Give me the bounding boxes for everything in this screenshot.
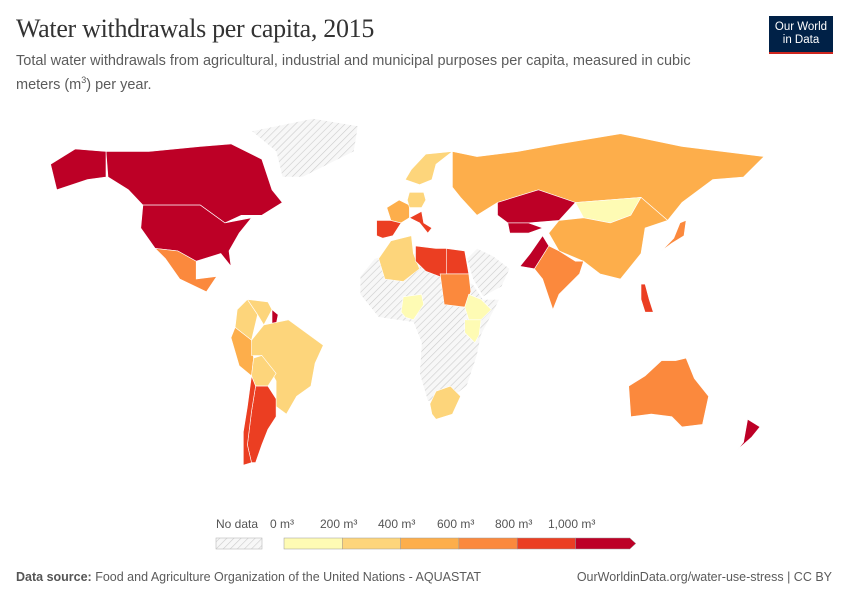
country-scandinavia[interactable]: [404, 151, 454, 186]
subtitle-text-end: ) per year.: [86, 76, 152, 93]
country-philippines[interactable]: [640, 283, 654, 313]
subtitle: Total water withdrawals from agricultura…: [16, 52, 726, 95]
country-uzbekistan[interactable]: [507, 222, 544, 234]
country-mexico[interactable]: [154, 248, 218, 293]
source-text: Food and Agriculture Organization of the…: [95, 570, 482, 584]
legend-bin[interactable]: [575, 537, 637, 550]
legend-tick: 600 m³: [437, 517, 475, 531]
owid-logo[interactable]: Our World in Data: [769, 16, 833, 54]
world-map: [50, 118, 765, 466]
country-algeria[interactable]: [378, 235, 420, 282]
country-greenland[interactable]: [250, 118, 359, 178]
legend-tick: 1,000 m³: [548, 517, 596, 531]
data-source: Data source: Food and Agriculture Organi…: [16, 570, 481, 584]
logo-line2: in Data: [782, 34, 820, 46]
subtitle-text: Total water withdrawals from agricultura…: [16, 53, 691, 93]
country-kenya[interactable]: [464, 319, 482, 344]
country-alaska[interactable]: [50, 148, 107, 191]
logo-line1: Our World: [774, 21, 828, 33]
country-australia[interactable]: [628, 357, 709, 428]
legend-tick: 400 m³: [378, 517, 416, 531]
legend-bin[interactable]: [342, 537, 401, 550]
country-india[interactable]: [534, 245, 585, 311]
country-spain[interactable]: [376, 220, 402, 239]
country-chile[interactable]: [243, 374, 256, 466]
legend-no-data-swatch: [215, 537, 263, 550]
country-venezuela[interactable]: [246, 299, 273, 326]
country-russia[interactable]: [452, 133, 765, 221]
legend-bin[interactable]: [516, 537, 576, 550]
country-nigeria[interactable]: [400, 293, 425, 321]
legend-bin[interactable]: [283, 537, 343, 550]
country-colombia[interactable]: [234, 298, 258, 341]
legend-tick: 0 m³: [270, 517, 294, 531]
country-egypt[interactable]: [446, 248, 470, 275]
subtitle-sup: 3: [81, 75, 87, 85]
legend-no-data-label: No data: [216, 517, 259, 531]
legend: No data 0 m³ 200 m³ 400 m³ 600 m³ 800 m³…: [0, 510, 850, 550]
country-japan[interactable]: [661, 219, 687, 252]
legend-tick: 200 m³: [320, 517, 358, 531]
country-kazakhstan[interactable]: [497, 189, 576, 224]
country-south-africa[interactable]: [429, 385, 461, 420]
country-italy[interactable]: [408, 210, 433, 234]
country-germany[interactable]: [406, 192, 427, 208]
legend-tick: 800 m³: [495, 517, 533, 531]
country-france[interactable]: [386, 199, 410, 224]
page-title: Water withdrawals per capita, 2015: [16, 14, 375, 43]
legend-bin[interactable]: [400, 537, 460, 550]
source-label: Data source:: [16, 570, 92, 584]
country-new-zealand[interactable]: [737, 418, 761, 451]
source-link[interactable]: OurWorldinData.org/water-use-stress | CC…: [576, 570, 832, 584]
country-china[interactable]: [548, 196, 669, 280]
country-pakistan[interactable]: [519, 235, 550, 270]
country-brazil[interactable]: [251, 319, 324, 415]
legend-bin[interactable]: [458, 537, 518, 550]
country-saudi-arabia[interactable]: [466, 248, 511, 298]
